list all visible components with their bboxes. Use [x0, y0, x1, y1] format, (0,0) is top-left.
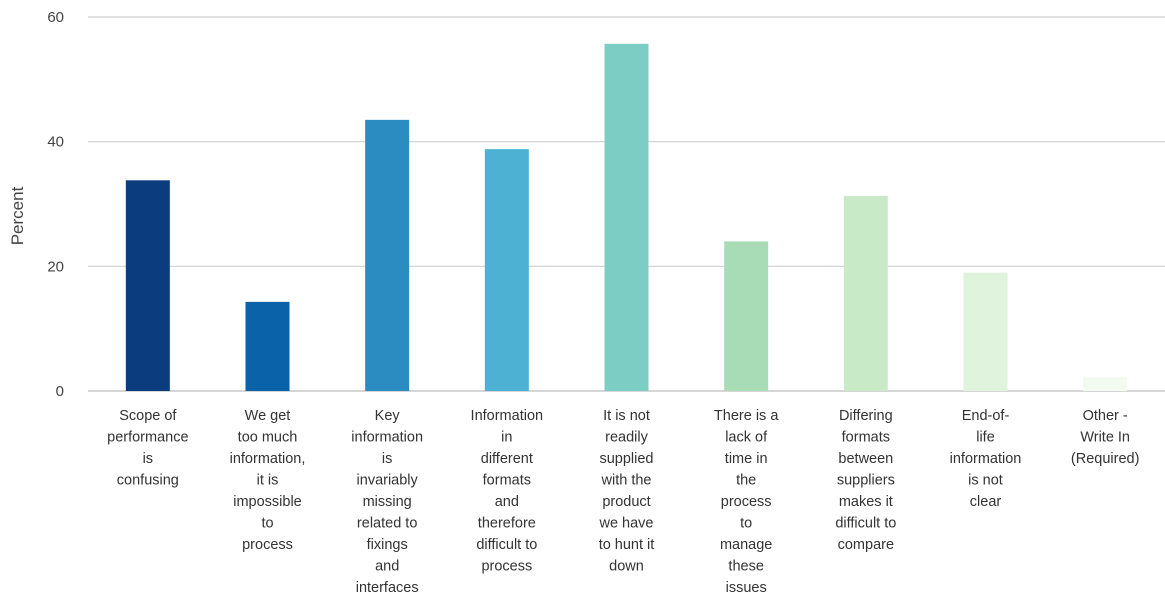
bar: [724, 241, 768, 391]
bars: [126, 44, 1127, 391]
bar: [365, 120, 409, 391]
y-axis-title: Percent: [8, 186, 27, 245]
x-category-label: It is not readily supplied with the product w…: [598, 408, 654, 575]
y-tick-label: 0: [56, 383, 64, 400]
x-category-label: End-of-life information is not clear: [950, 408, 1022, 510]
y-tick-label: 40: [47, 134, 64, 151]
bar: [844, 196, 888, 391]
y-tick-label: 60: [47, 9, 64, 26]
x-category-label: Scope of performance is confusing: [107, 408, 188, 489]
y-axis-ticks: 0 20 40 60: [47, 9, 64, 400]
bar: [605, 44, 649, 391]
bar: [964, 273, 1008, 391]
x-axis-category-labels: Scope of performance is confusing We get too …: [107, 408, 1139, 596]
x-category-label: Information in different formats and therefor…: [471, 408, 544, 575]
x-category-label: We get too much information, it is impossibl…: [230, 408, 306, 553]
bar: [485, 149, 529, 391]
x-category-label: Key information is invariably missing related…: [351, 408, 423, 596]
x-category-label: Other -Write In (Required): [1071, 408, 1140, 467]
y-tick-label: 20: [47, 258, 64, 275]
x-category-label: Differing formats between suppliers makes it…: [835, 408, 896, 553]
bar: [126, 180, 170, 391]
bar: [246, 302, 290, 391]
bar: [1083, 377, 1127, 391]
x-category-label: There is a lack of time in the process to mana…: [714, 408, 779, 596]
